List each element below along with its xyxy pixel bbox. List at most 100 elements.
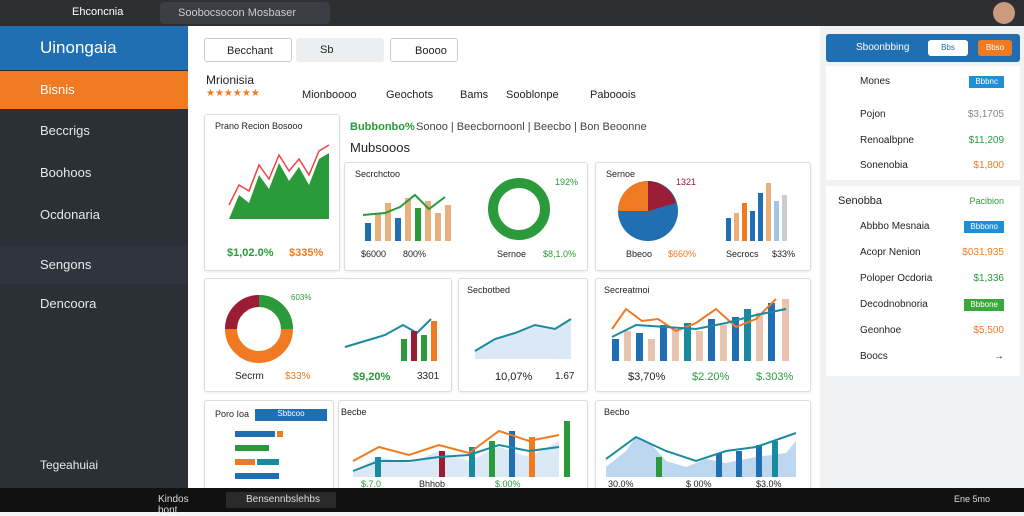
- label: $3,70%: [628, 371, 666, 383]
- row-value: $031,935: [962, 247, 1004, 258]
- card-title: Secbotbed: [467, 285, 511, 295]
- card-title: Secreatmoi: [604, 285, 650, 295]
- label: 30.0%: [608, 479, 634, 489]
- label: Bbeoo: [626, 249, 653, 259]
- link[interactable]: Pacibion: [969, 196, 1004, 206]
- button[interactable]: Bbs: [928, 40, 968, 56]
- card: Becbe $.7.0 Bhhob $.00%: [338, 400, 588, 490]
- nav-item[interactable]: Boohoos: [40, 165, 92, 180]
- right-panel: Sboonbbing Bbs Bbso Mones Bbbnc Pojon $3,1…: [820, 26, 1024, 488]
- row-label: Sonenobia: [860, 160, 908, 171]
- card: Secrm $33% $9,20% 3301 603%: [204, 278, 452, 392]
- card-title: Becbe: [341, 407, 367, 417]
- section-header: Senobba Pacibion: [826, 188, 1020, 214]
- badge: Bbbono: [964, 221, 1004, 233]
- row-value: $5,500: [973, 325, 1004, 336]
- list-row[interactable]: Renoalbpne $11,209: [826, 128, 1020, 154]
- label: $2.20%: [692, 371, 730, 383]
- label: $8,1.0%: [543, 249, 577, 259]
- nav-item[interactable]: Sengons: [0, 246, 188, 284]
- label: Bhhob: [419, 479, 446, 489]
- label: $6000: [361, 249, 387, 259]
- list-row[interactable]: Abbbo Mesnaia Bbbono: [826, 214, 1020, 240]
- breadcrumb: Sonoo | Beecbornoonl | Beecbo | Bon Beoo…: [416, 121, 647, 133]
- label: $ 00%: [686, 479, 712, 489]
- nav-item[interactable]: Dencoora: [40, 296, 97, 311]
- sidebar: Uinongaia Bisnis Beccrigs Boohoos Ocdona…: [0, 26, 188, 488]
- label: $33%: [772, 249, 796, 259]
- label: $.00%: [495, 479, 521, 489]
- nav[interactable]: Sooblonpe: [506, 89, 559, 101]
- breadcrumb[interactable]: Bubbonbo%: [350, 121, 415, 133]
- label: 192%: [555, 177, 579, 187]
- list-row[interactable]: Acopr Nenion $031,935: [826, 240, 1020, 266]
- card-value: $335%: [289, 247, 324, 259]
- row-label: Boocs: [860, 351, 888, 362]
- list-row[interactable]: Decodnobnoria Bbbone: [826, 292, 1020, 318]
- list-row[interactable]: Mones Bbbnc: [826, 69, 1020, 95]
- nav[interactable]: Bams: [460, 89, 489, 101]
- nav[interactable]: Geochots: [386, 89, 434, 101]
- label: $33%: [285, 371, 311, 382]
- card: Poro Ioa Sbbcoo: [204, 400, 334, 490]
- nav[interactable]: Pabooois: [590, 89, 636, 101]
- logo[interactable]: Uinongaia: [0, 26, 188, 70]
- list-row[interactable]: Geonhoe $5,500: [826, 318, 1020, 344]
- clock: Ene 5mo: [954, 494, 991, 504]
- list: Senobba Pacibion Abbbo Mesnaia Bbbono Acop…: [826, 186, 1020, 376]
- label: 3301: [417, 371, 440, 382]
- task-app[interactable]: Kindos bont: [158, 494, 189, 516]
- badge[interactable]: Sbbcoo: [255, 409, 327, 421]
- label: 800%: [403, 249, 427, 259]
- area-line: [474, 318, 572, 359]
- list-row[interactable]: Boocs →: [826, 344, 1020, 370]
- list-row[interactable]: Pojon $3,1705: [826, 102, 1020, 128]
- filter[interactable]: Boooo: [390, 38, 458, 62]
- row-label: Mones: [860, 76, 891, 87]
- row-label: Poloper Ocdoria: [860, 273, 933, 284]
- label: $660%: [668, 249, 697, 259]
- card-title: Prano Recion Bosooo: [215, 121, 303, 131]
- label: 1321: [676, 177, 697, 187]
- row-label: Decodnobnoria: [860, 299, 928, 310]
- label: 1.67: [555, 371, 575, 382]
- tab[interactable]: Soobocsocon Mosbaser: [160, 2, 330, 24]
- search[interactable]: Sb: [296, 38, 384, 62]
- row-label: Geonhoe: [860, 325, 902, 336]
- card: Secreatmoi $3,70% $2.20% $.303%: [595, 278, 811, 392]
- tab[interactable]: Ehconcnia: [72, 6, 124, 18]
- button[interactable]: Bbso: [978, 40, 1012, 56]
- mixed-chart: [362, 178, 550, 241]
- list: Mones Bbbnc Pojon $3,1705 Renoalbpne $11,20…: [826, 66, 1020, 180]
- row-label: Acopr Nenion: [860, 247, 921, 258]
- label: Sernoe: [497, 249, 527, 259]
- nav-item[interactable]: Beccrigs: [40, 123, 90, 138]
- card-title: Sernoe: [606, 169, 636, 179]
- badge: Bbbone: [964, 299, 1004, 311]
- nav[interactable]: Mionboooo: [302, 89, 357, 101]
- tab[interactable]: Becchant: [204, 38, 292, 62]
- row-value: $3,1705: [967, 109, 1004, 120]
- card-title: Poro Ioa: [215, 409, 250, 419]
- combo-chart: [352, 421, 570, 477]
- list-row[interactable]: Sonenobia $1,800: [826, 153, 1020, 179]
- nav-item[interactable]: Bisnis: [0, 71, 188, 109]
- nav-footer[interactable]: Tegeahuiai: [40, 458, 99, 472]
- task-app[interactable]: Bensennbslehbs: [226, 492, 336, 508]
- avatar[interactable]: [993, 2, 1015, 24]
- combo-chart: [605, 432, 797, 477]
- label: Secrocs: [726, 249, 759, 259]
- nav-item[interactable]: Ocdonaria: [40, 207, 100, 222]
- label: $9,20%: [353, 371, 391, 383]
- badge: Bbbnc: [969, 76, 1004, 88]
- card: Secrchctoo $6000 800% Sernoe $8,1.0% 192…: [344, 162, 588, 271]
- combo-chart: [611, 298, 789, 361]
- row-value: $1,336: [973, 273, 1004, 284]
- card-title: Becbo: [604, 407, 630, 417]
- header-title: Mrionisia: [206, 73, 255, 87]
- arrow: →: [994, 351, 1004, 362]
- list-row[interactable]: Poloper Ocdoria $1,336: [826, 266, 1020, 292]
- label: $.303%: [756, 371, 794, 383]
- donut-line: [225, 295, 437, 363]
